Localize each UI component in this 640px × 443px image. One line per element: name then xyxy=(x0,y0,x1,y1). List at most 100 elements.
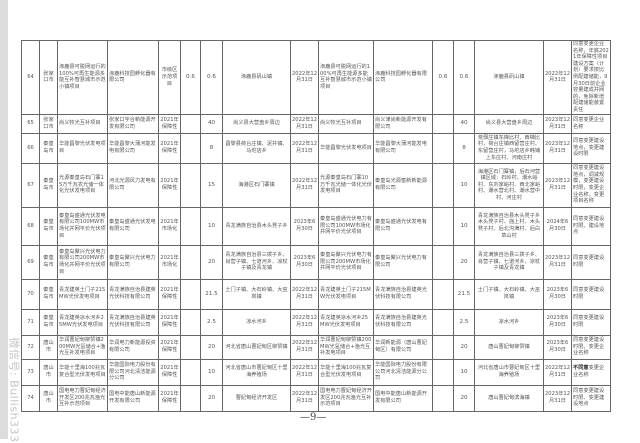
cell-review-opinion: 同意变更建设时限、建设地点 xyxy=(571,206,611,246)
cell-row-number: 71 xyxy=(21,308,40,336)
cell-original-company: 华能昌黎大蒲河能发电有限公司 xyxy=(107,132,159,164)
cell-new-project-name: 华能昌黎光伏发电项目 xyxy=(318,132,374,164)
cell-row-number: 72 xyxy=(21,334,40,360)
cell-original-project-name: 青龙建英凉水河乡25MW光伏发电项目 xyxy=(57,308,108,336)
cell-new-deadline: 2023年6月30日 xyxy=(543,334,572,360)
cell-new-location: 凉水河乡 xyxy=(474,308,544,336)
cell-new-deadline: 2023年6月30日 xyxy=(543,308,572,336)
cell-original-company: 张家口宇合新能源开发有限公司 xyxy=(107,113,159,134)
cell-city: 秦皇岛市 xyxy=(39,244,58,280)
cell-original-project-name: 秦皇岛聚兴光伏电力有限公司200MW市场化并网平价光伏项目 xyxy=(57,244,108,280)
cell-original-company: 青龙满族自治县建英光伏科技有限公司 xyxy=(107,278,159,310)
cell-new-capacity: 21.5 xyxy=(453,278,475,310)
cell-original-project-name: 尚义牧光互补项目 xyxy=(57,113,108,134)
cell-review-opinion: 同意变更建设地点，变更建设时限 xyxy=(571,132,611,164)
cell-project-batch: 2021年保障性 xyxy=(158,132,181,164)
cell-original-capacity-a xyxy=(180,278,201,310)
cell-original-capacity: 20 xyxy=(200,334,223,360)
cell-row-number: 65 xyxy=(21,113,40,134)
cell-original-capacity: 20 xyxy=(200,244,223,280)
cell-original-capacity: 8 xyxy=(200,132,223,164)
cell-project-batch: 2021年保障性 xyxy=(158,334,181,360)
cell-project-batch: 2021年市场化 xyxy=(158,206,181,246)
cell-city: 唐山市 xyxy=(39,358,58,386)
cell-original-project-name: 华润曹妃甸柳赞镇200MW光氢储合+渔光互补发电项目 xyxy=(57,334,108,360)
cell-review-opinion: 同意变更建设地点，调减规模，变更建设时限，变更企业名称，变更项目名称 xyxy=(571,162,611,208)
cell-row-number: 74 xyxy=(21,384,40,412)
cell-new-capacity-a xyxy=(432,162,454,208)
cell-new-project-name: 涿鹿县可脱网运行的100%可再生能源多能互补智慧城市示范小镇项目 xyxy=(318,40,374,115)
cell-original-project-name: 华能十里海100兆瓦复合型光伏发电项目 xyxy=(57,358,108,386)
cell-city: 秦皇岛市 xyxy=(39,132,58,164)
cell-new-project-name: 尚义牧光互补项目 xyxy=(318,113,374,134)
cell-new-deadline: 2023年6月30日 xyxy=(543,278,572,310)
cell-original-location: 凉水河乡 xyxy=(222,308,291,336)
cell-new-location: 海港区石门寨镇，后石河营镇区域：石岭村、潮水峪村、东刘家峪村、西北家峪村、潮水营… xyxy=(474,162,544,208)
table-row: 67 秦皇岛市 光源秦皇岛石门寨15万千瓦农光储一体化光伏发电项目 河北光源风力发电有… xyxy=(21,162,611,208)
cell-new-company: 涿鹿科技园孵化器有限公司 xyxy=(373,40,433,115)
cell-original-capacity-a xyxy=(180,113,201,134)
cell-original-location: 尚义县大营盘乡周边 xyxy=(222,113,291,134)
cell-new-deadline: 2022年12月31日 xyxy=(543,358,572,386)
cell-original-capacity-a xyxy=(180,384,201,412)
cell-new-company: 华能昌黎大蒲河能发电有限公司 xyxy=(373,132,433,164)
cell-new-capacity: 10 xyxy=(453,206,475,246)
cell-original-company: 秦皇岛聚兴光伏电力有限公司 xyxy=(107,244,159,280)
cell-city: 唐山市 xyxy=(39,384,58,412)
cell-new-capacity: 10 xyxy=(453,162,475,208)
cell-new-capacity-a: 0.6 xyxy=(432,40,454,115)
cell-review-opinion: 不同意变更企业名称 xyxy=(571,358,611,386)
cell-row-number: 70 xyxy=(21,278,40,310)
cell-original-company: 秦皇岛盛通光伏发电有限公司 xyxy=(107,206,159,246)
cell-project-batch: 2021年保障性 xyxy=(158,308,181,336)
cell-new-location: 土门子镇、大石岭镇、大巫岚镇 xyxy=(474,278,544,310)
cell-new-location: 唐山曹妃甸滨海镇 xyxy=(474,384,544,412)
cell-original-company: 华润电力新能源投资有限公司 xyxy=(107,334,159,360)
cell-review-opinion: 同意变更建设时限、变更建设地点 xyxy=(571,384,611,412)
cell-new-deadline: 2023年12月31日 xyxy=(543,162,572,208)
cell-city: 张家口市 xyxy=(39,113,58,134)
cell-original-capacity: 20 xyxy=(200,384,223,412)
cell-city: 秦皇岛市 xyxy=(39,162,58,208)
cell-original-deadline: 2023年6月30日 xyxy=(290,206,319,246)
cell-original-deadline: 2022年12月31日 xyxy=(290,334,319,360)
cell-original-location: 土门子镇、大石岭镇、大巫岚镇 xyxy=(222,278,291,310)
cell-original-deadline: 2022年12月31日 xyxy=(290,40,319,115)
cell-new-capacity: 2.5 xyxy=(453,308,475,336)
cell-review-opinion: 同意变更建设时限 xyxy=(571,308,611,336)
table-row: 71 秦皇岛市 青龙建英凉水河乡25MW光伏发电项目 青龙满族自治县建英光伏科技有限公… xyxy=(21,308,611,336)
cell-new-capacity: 20 xyxy=(453,244,475,280)
cell-new-project-name: 青龙建英土门子215MW光伏发电项目 xyxy=(318,278,374,310)
cell-original-location: 青龙满族自治县木头凳子乡 xyxy=(222,206,291,246)
cell-original-deadline: 2022年12月31日 xyxy=(290,278,319,310)
cell-project-batch: 市级区示范项目 xyxy=(158,40,181,115)
cell-original-project-name: 光源秦皇岛石门寨15万千瓦农光储一体化光伏发电项目 xyxy=(57,162,108,208)
cell-original-project-name: 涿鹿县可脱网运行的100%可再生能源多能互补智慧城市示范小镇项目 xyxy=(57,40,108,115)
cell-city: 秦皇岛市 xyxy=(39,206,58,246)
cell-new-deadline: 2023年12月31日 xyxy=(543,384,572,412)
cell-original-capacity-a xyxy=(180,244,201,280)
cell-original-company: 青龙满族自治县建英光伏科技有限公司 xyxy=(107,308,159,336)
cell-original-capacity: 21.5 xyxy=(200,278,223,310)
cell-new-company: 华润新能源（唐山曹妃甸区）有限公司 xyxy=(373,334,433,360)
table-row: 66 秦皇岛市 华能昌黎光伏发电项目 华能昌黎大蒲河能发电有限公司 2021年保障性 8 昌… xyxy=(21,132,611,164)
cell-review-opinion: 同意变更建设时限、变更企业名称 xyxy=(571,334,611,360)
cell-original-capacity: 40 xyxy=(200,113,223,134)
cell-original-deadline: 2022年12月31日 xyxy=(290,132,319,164)
cell-original-deadline: 2023年6月30日 xyxy=(290,244,319,280)
project-change-table: 64 张家口市 涿鹿县可脱网运行的100%可再生能源多能互补智慧城市示范小镇项目 涿鹿… xyxy=(21,40,611,412)
cell-new-capacity-a xyxy=(432,206,454,246)
cell-new-deadline: 2024年6月30日 xyxy=(543,206,572,246)
table-row: 70 秦皇岛市 青龙建英土门子215MW光伏发电项目 青龙满族自治县建英光伏科技有限公… xyxy=(21,278,611,310)
cell-new-deadline: 2023年12月31日 xyxy=(543,113,572,134)
page-number: —9— xyxy=(300,412,327,423)
cell-new-capacity-a xyxy=(432,244,454,280)
cell-city: 秦皇岛市 xyxy=(39,278,58,310)
cell-new-project-name: 华能十里海100兆瓦复合型光伏发电项目 xyxy=(318,358,374,386)
cell-project-batch: 2021年保障性 xyxy=(158,384,181,412)
cell-project-batch: 2021年保障性 xyxy=(158,113,181,134)
cell-new-capacity-a xyxy=(432,113,454,134)
cell-original-capacity: 10 xyxy=(200,206,223,246)
cell-original-deadline: 2022年12月31日 xyxy=(290,308,319,336)
cell-new-company: 青龙满族自治县建英光伏科技有限公司 xyxy=(373,278,433,310)
